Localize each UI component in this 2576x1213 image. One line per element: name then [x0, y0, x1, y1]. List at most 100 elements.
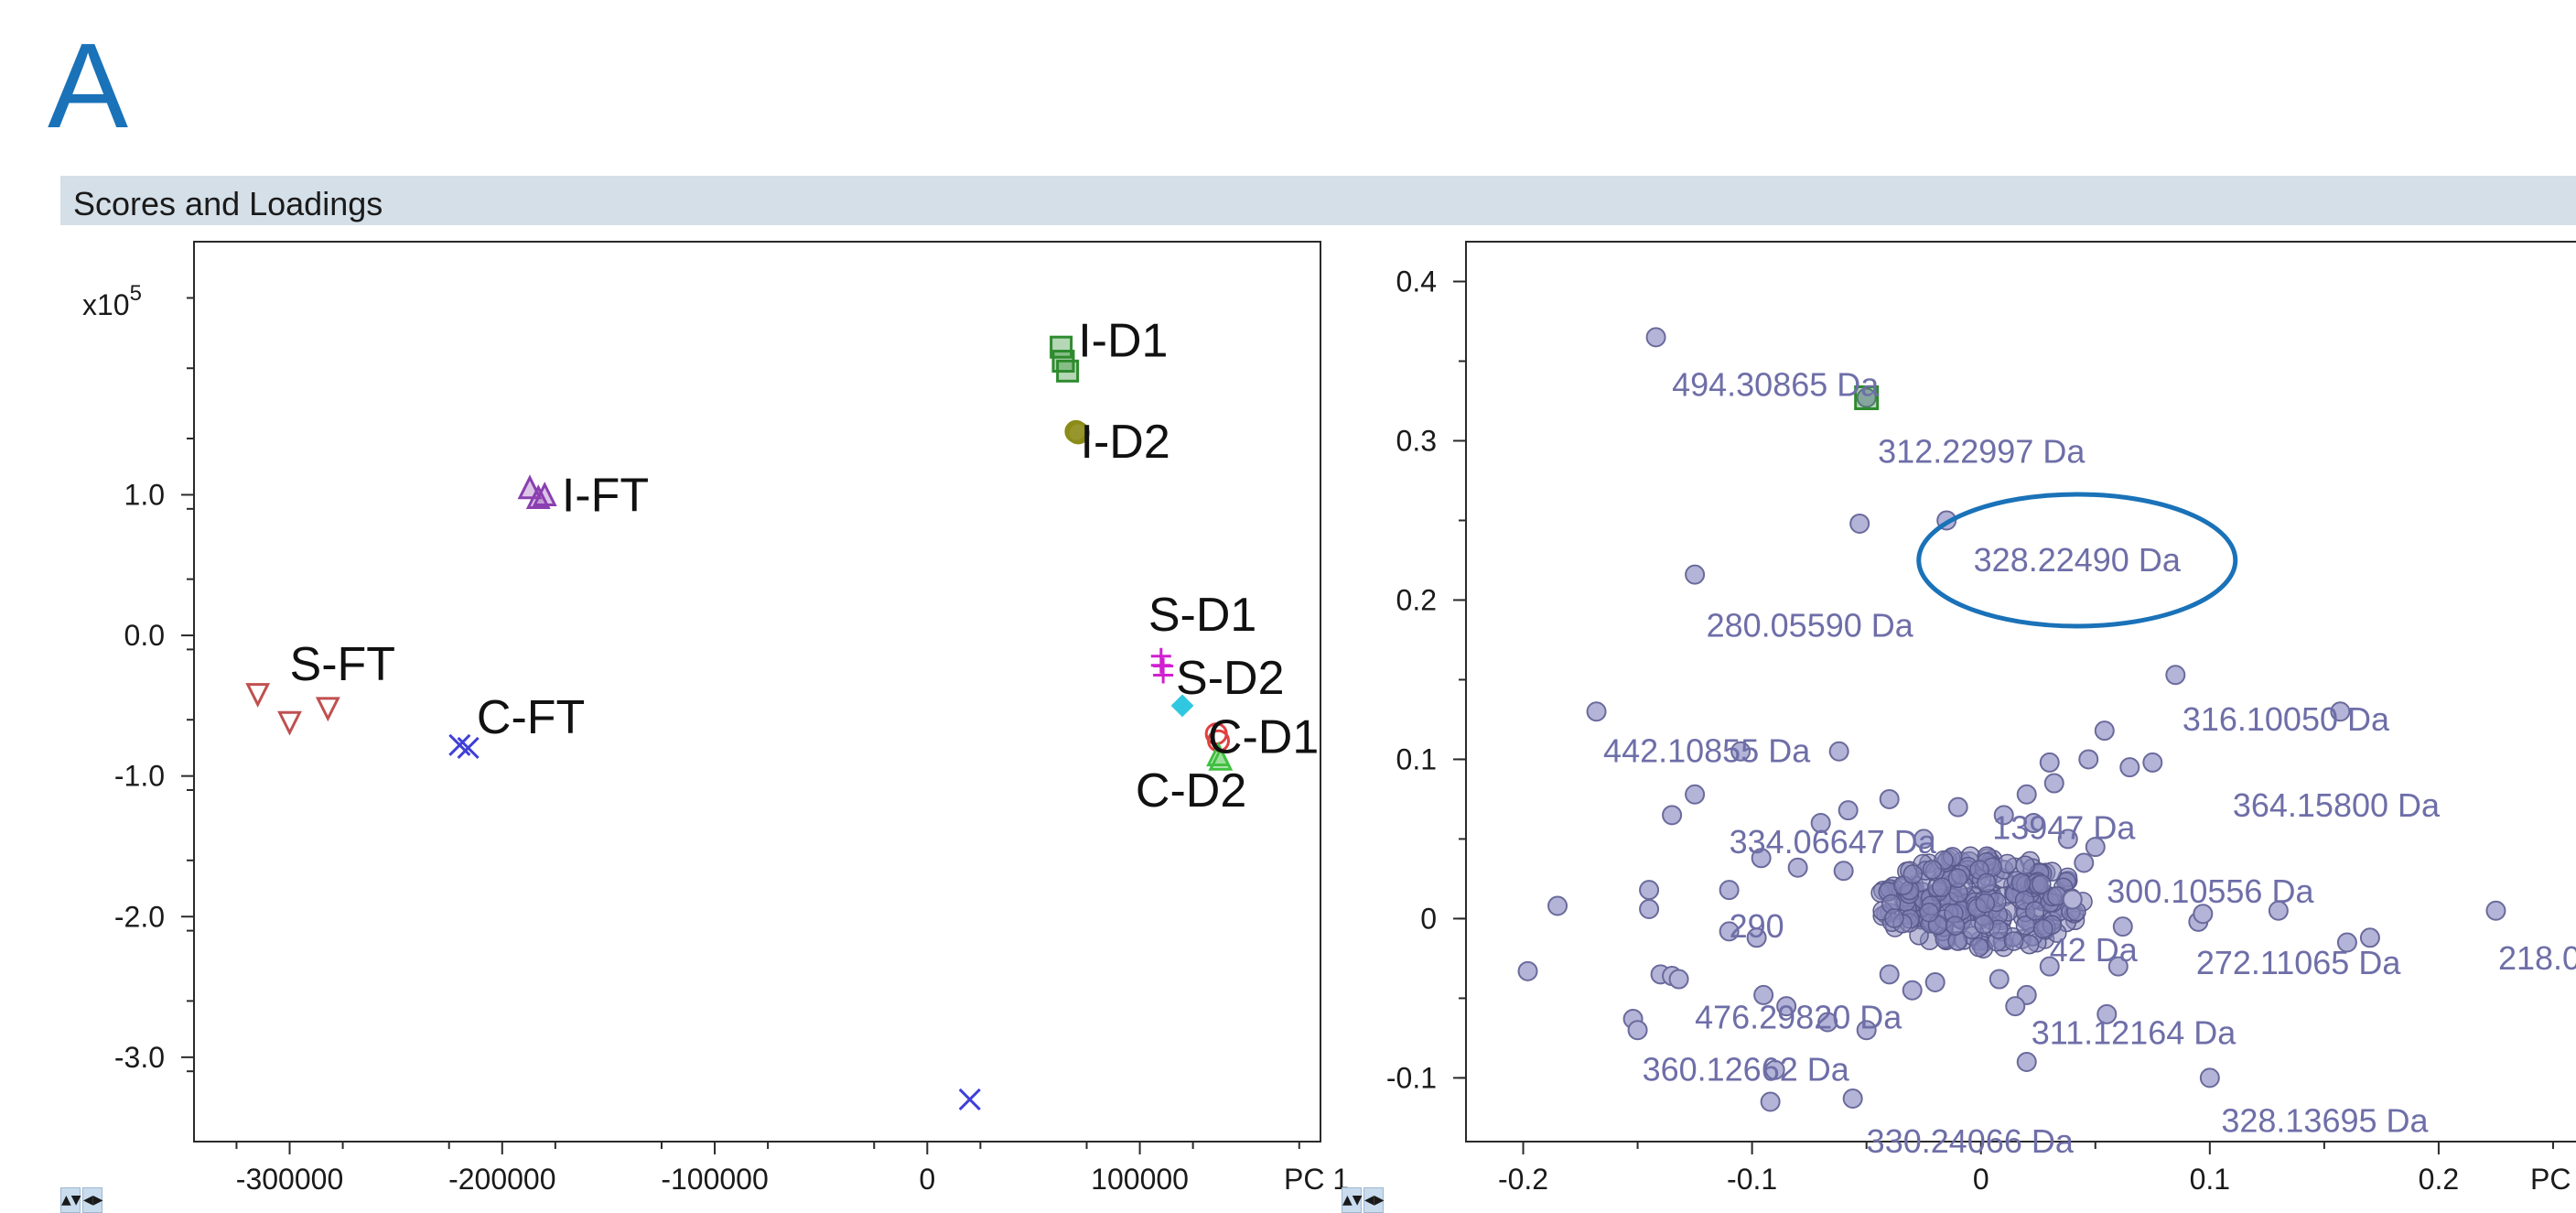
loading-point: [1856, 387, 1877, 408]
series-label: S-FT: [290, 638, 396, 691]
loading-point: [2033, 918, 2053, 939]
loading-point: [2336, 932, 2357, 953]
loading-label: 300.10556 Da: [2107, 872, 2314, 910]
y-tick-label: 0.2: [1396, 583, 1437, 616]
loading-label: 334.06647 Da: [1730, 823, 1937, 861]
loading-point: [1517, 960, 1538, 981]
series-i-ft: [517, 474, 557, 510]
series-s-d2: [1170, 694, 1194, 718]
data-point: [1066, 421, 1090, 445]
loading-label: 280.05590 Da: [1707, 606, 1914, 644]
series-c-d2: [1206, 742, 1234, 771]
loading-point: [1662, 805, 1683, 826]
loading-point: [1974, 915, 1994, 935]
x-tick-label: -0.2: [1498, 1163, 1548, 1196]
loading-label: 13947 Da: [1992, 808, 2136, 846]
series-i-d1: [1050, 335, 1080, 383]
loading-label: 364.15800 Da: [2233, 786, 2441, 824]
loading-label: 330.24066 Da: [1867, 1122, 2075, 1160]
y-tick-label: -0.1: [1386, 1061, 1437, 1094]
x-tick-label: 100000: [1091, 1163, 1189, 1196]
loadings-pan-up-down-button[interactable]: ▲▼: [1342, 1187, 1363, 1213]
callout-ellipse: [1916, 492, 2238, 629]
loading-point: [2330, 701, 2351, 722]
loading-label: 476.29820 Da: [1695, 998, 1902, 1035]
x-axis-label: PC 1: [2530, 1163, 2576, 1196]
loading-point: [1586, 701, 1607, 722]
loading-point: [1947, 796, 1968, 818]
loadings-points: [1517, 327, 2506, 1112]
loading-point: [2485, 900, 2506, 921]
loading-point: [2119, 757, 2140, 778]
axis-multiplier-exponent: 5: [130, 281, 142, 306]
loading-point: [2023, 813, 2044, 834]
series-i-d2: [1064, 419, 1090, 445]
y-tick-label: 1.0: [124, 478, 165, 511]
loading-label: 272.11065 Da: [2196, 944, 2402, 981]
loading-point: [1879, 788, 1900, 809]
section-header: Scores and Loadings: [60, 176, 2576, 225]
loading-label: 218.0: [2498, 939, 2576, 977]
loading-point: [2005, 996, 2026, 1017]
data-point: [1153, 657, 1174, 684]
y-tick-label: 0: [1420, 902, 1437, 935]
loading-point: [1746, 927, 1767, 948]
loading-point: [1639, 880, 1660, 901]
loadings-pan-left-right-button[interactable]: ◀▶: [1363, 1187, 1385, 1213]
loading-point: [1968, 937, 1989, 958]
series-s-d1: [1150, 647, 1174, 684]
loading-point: [1924, 972, 1945, 993]
data-point: [315, 697, 340, 722]
loading-point: [1776, 996, 1797, 1017]
data-point: [1056, 359, 1080, 383]
series-label: C-D2: [1136, 764, 1246, 818]
loading-point: [2268, 900, 2289, 921]
loading-point: [1833, 861, 1854, 882]
y-tick-label: 0.3: [1396, 424, 1437, 457]
loading-point: [2010, 872, 2032, 894]
loading-point: [2039, 956, 2060, 977]
loading-point: [2096, 1003, 2118, 1024]
loading-point: [1645, 327, 1666, 348]
loading-point: [1913, 829, 1935, 850]
callout-label: 328.22490 Da: [1974, 541, 2182, 579]
data-point: [277, 710, 302, 736]
loading-point: [1730, 741, 1751, 762]
loading-point: [2074, 852, 2095, 873]
loading-point: [1760, 1091, 1781, 1112]
x-tick-label: 0.1: [2190, 1163, 2230, 1196]
loading-point: [2112, 916, 2133, 937]
loading-point: [1919, 902, 1939, 923]
left-right-arrows-icon: ◀▶: [1364, 1193, 1385, 1208]
up-down-arrows-icon: ▲▼: [1342, 1193, 1363, 1208]
data-point: [457, 736, 480, 759]
loading-point: [1627, 1020, 1648, 1041]
loading-label: 290: [1730, 907, 1784, 945]
loading-point: [2062, 889, 2083, 910]
loading-point: [2078, 749, 2099, 770]
loading-point: [1884, 908, 1904, 928]
loading-label: 42 Da: [2050, 931, 2139, 969]
loading-point: [2094, 720, 2115, 742]
series-label: S-D2: [1176, 652, 1284, 705]
loading-point: [2057, 829, 2078, 850]
x-axis-label: PC 1: [1284, 1163, 1349, 1196]
y-tick-label: 0.0: [124, 619, 165, 652]
loading-label: 312.22997 Da: [1878, 433, 2086, 471]
loading-point: [1753, 984, 1774, 1005]
loading-point: [1685, 784, 1706, 805]
highlighted-loading-marker: [1854, 385, 1880, 411]
series-label: I-D1: [1078, 315, 1168, 368]
data-point: [448, 733, 471, 756]
loading-point: [1989, 969, 2010, 990]
loading-point: [1817, 1012, 1838, 1033]
loading-point: [1842, 1088, 1863, 1110]
scores-pan-left-right-button[interactable]: ◀▶: [82, 1187, 103, 1213]
series-label: I-FT: [562, 469, 649, 522]
loading-point: [1947, 868, 1968, 888]
loading-point: [1902, 980, 1923, 1001]
loading-point: [2003, 931, 2024, 951]
scores-pan-up-down-button[interactable]: ▲▼: [60, 1187, 81, 1213]
loading-point: [1922, 860, 1943, 880]
